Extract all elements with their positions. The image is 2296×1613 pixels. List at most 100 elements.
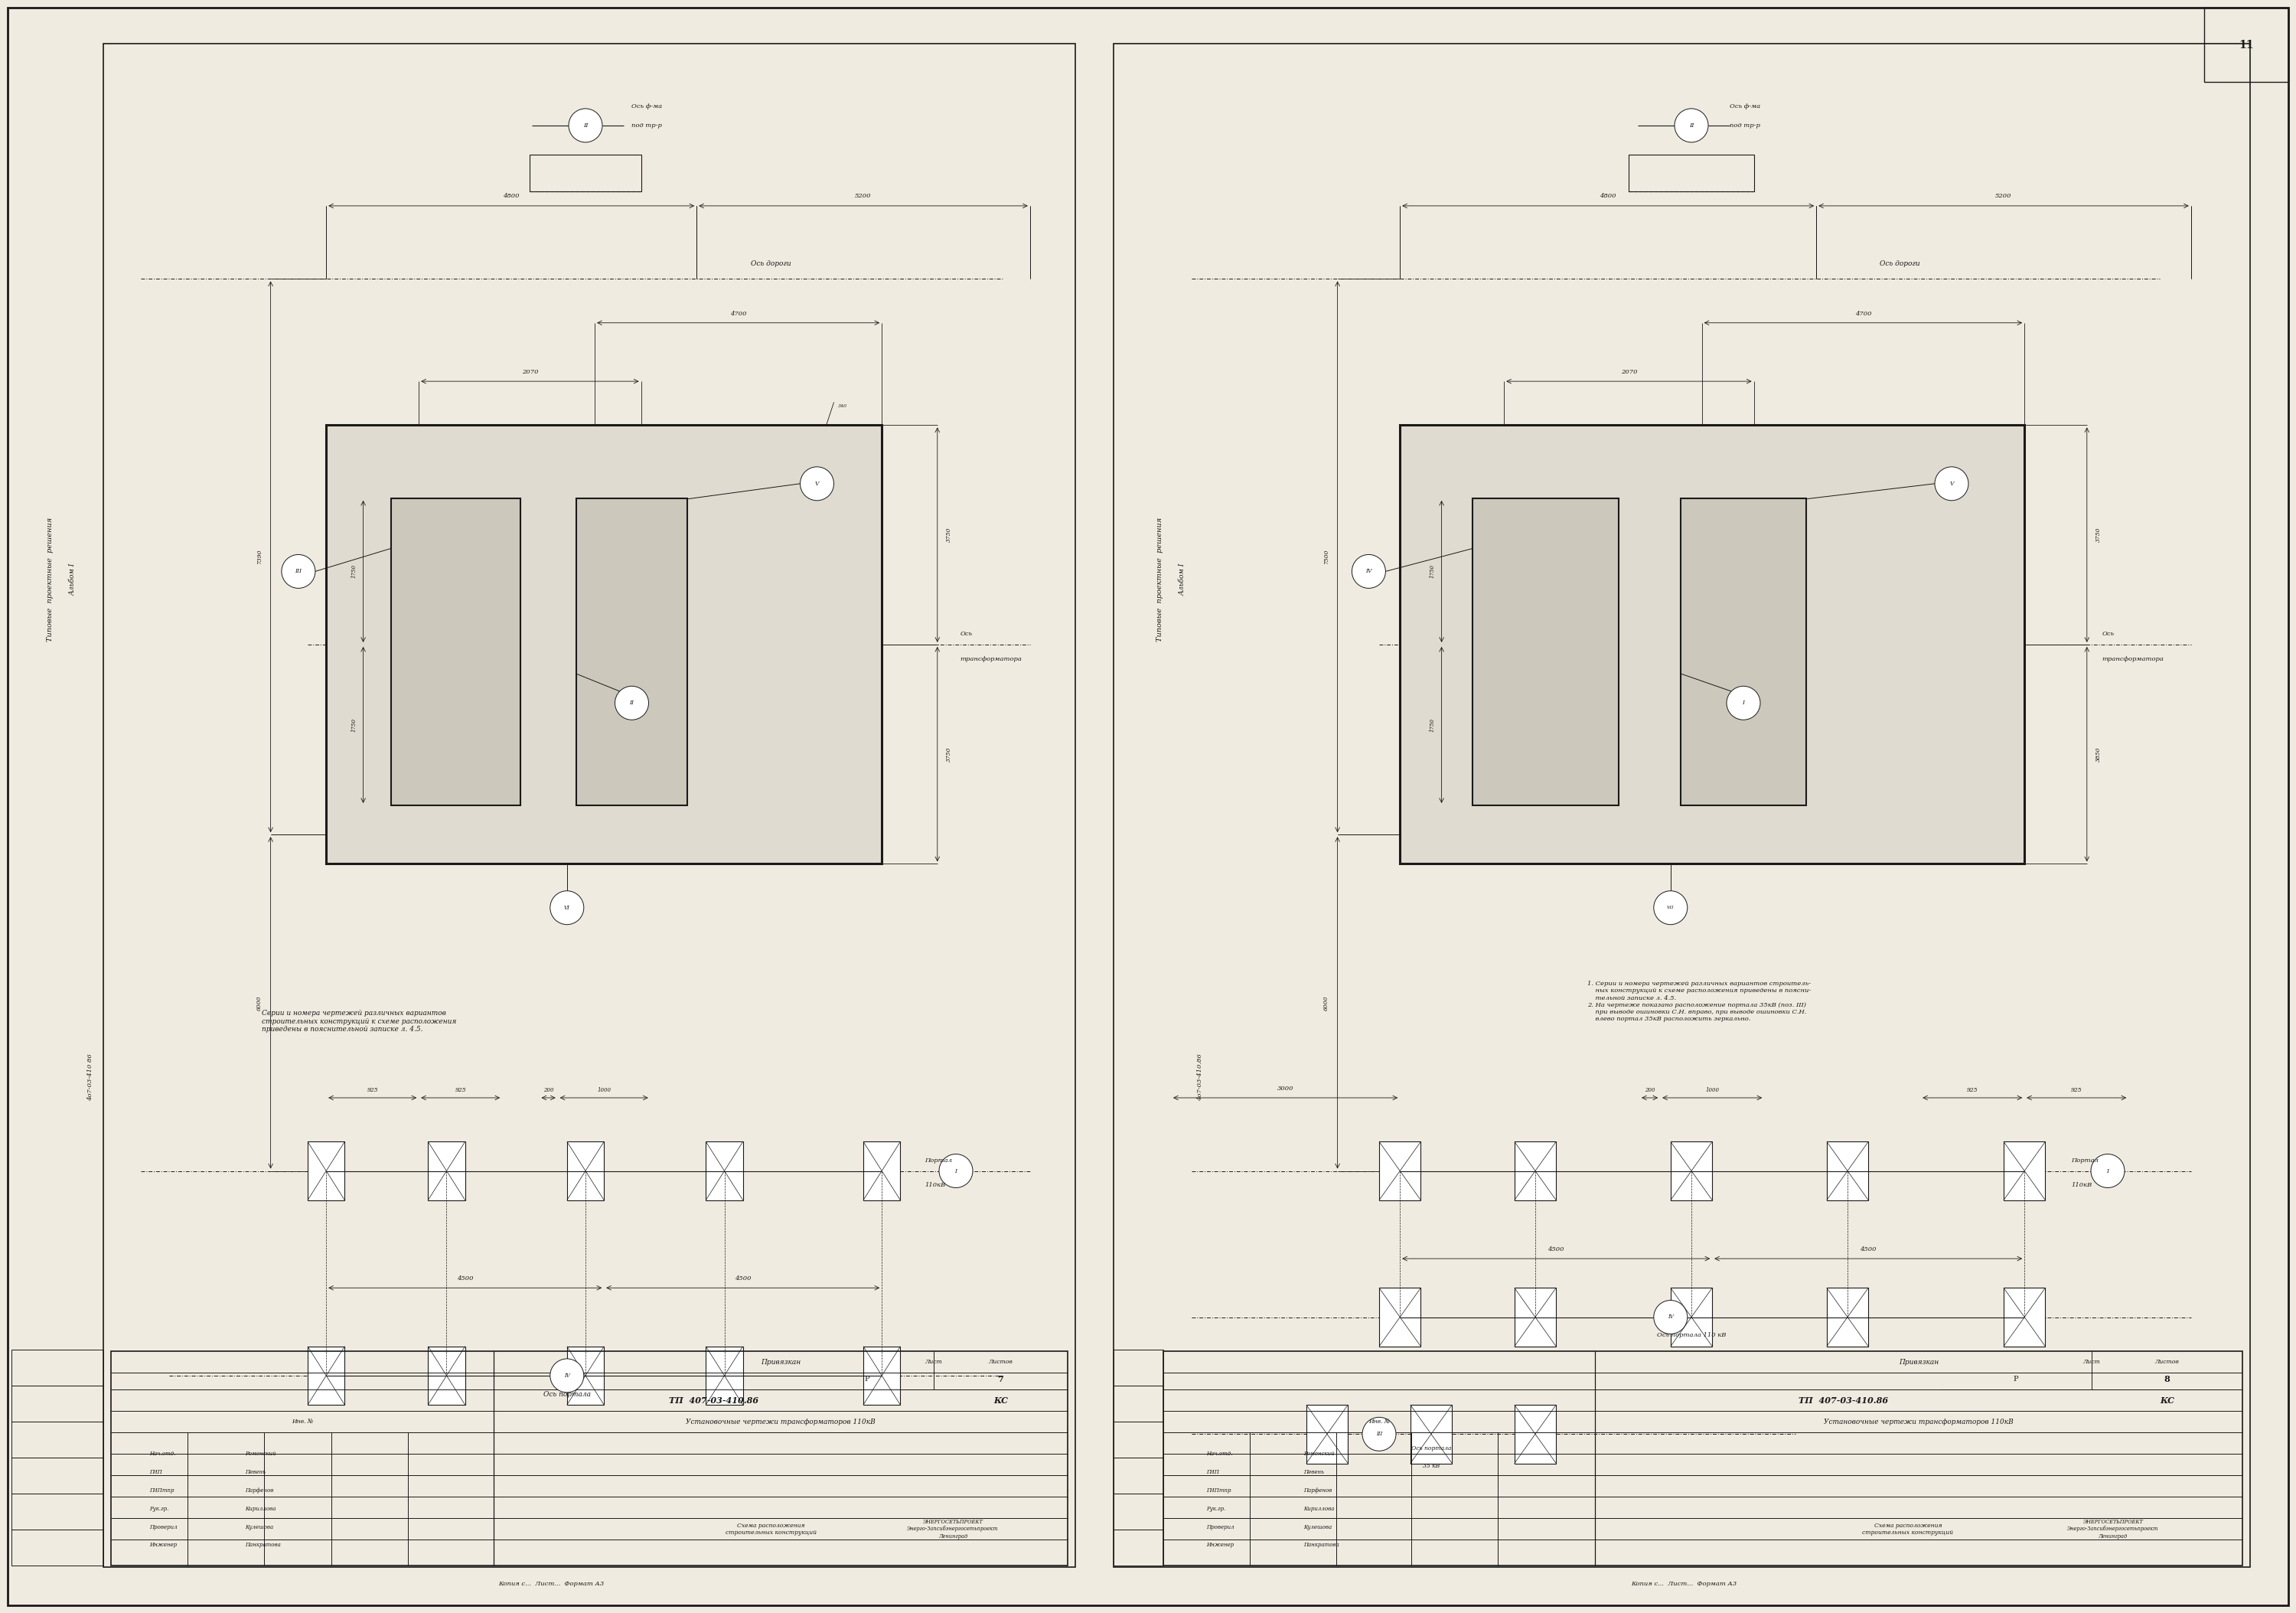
Text: Нач.отд.: Нач.отд. [149, 1452, 174, 1457]
Circle shape [1362, 1418, 1396, 1452]
Bar [11, 1386, 103, 1421]
Bar [1628, 155, 1754, 192]
Text: IV: IV [565, 1373, 569, 1379]
Bar [11, 1350, 103, 1386]
Circle shape [1936, 466, 1968, 500]
Bar [427, 1142, 466, 1200]
Text: 5200: 5200 [854, 194, 872, 198]
Text: Ось ф-ма: Ось ф-ма [1729, 103, 1761, 110]
Bar [1515, 1142, 1557, 1200]
Text: ГИП: ГИП [1205, 1469, 1219, 1476]
Bar [567, 1347, 604, 1405]
Text: II: II [629, 700, 634, 706]
Text: Лист: Лист [2082, 1358, 2101, 1365]
Text: 4800: 4800 [1600, 194, 1616, 198]
Text: Кириллова: Кириллова [246, 1505, 276, 1511]
Text: 1750: 1750 [1430, 565, 1435, 579]
Text: Серии и номера чертежей различных вариантов
строительных конструкций к схеме рас: Серии и номера чертежей различных вариан… [262, 1010, 457, 1032]
Text: Копия с...  Лист...  Формат А3: Копия с... Лист... Формат А3 [1630, 1581, 1736, 1587]
Text: Инженер: Инженер [149, 1542, 177, 1548]
Text: Альбом I: Альбом I [1180, 563, 1185, 595]
Circle shape [1653, 1300, 1688, 1334]
Text: Панкратова: Панкратова [246, 1542, 280, 1548]
Text: Парфенов: Парфенов [246, 1487, 273, 1494]
Bar [326, 426, 882, 865]
Text: Певень: Певень [1304, 1469, 1325, 1476]
Text: ТП  407-03-410.86: ТП 407-03-410.86 [668, 1397, 758, 1405]
Text: Привязкан: Привязкан [1899, 1358, 1938, 1365]
Text: II: II [583, 123, 588, 129]
Circle shape [2092, 1153, 2124, 1187]
Circle shape [1352, 555, 1384, 589]
Text: ЭНЕРГОСЕТЬПРОЕКТ
Энерго-Запсибэнергосетьпроект
Ленинград: ЭНЕРГОСЕТЬПРОЕКТ Энерго-Запсибэнергосеть… [907, 1519, 999, 1539]
Text: Ось дороги: Ось дороги [751, 261, 790, 268]
Circle shape [1727, 686, 1761, 719]
Text: 11: 11 [2239, 40, 2255, 50]
Circle shape [551, 890, 583, 924]
Text: Проверил: Проверил [149, 1524, 177, 1531]
Text: Кулешова: Кулешова [246, 1524, 273, 1531]
Text: 200: 200 [1644, 1087, 1655, 1094]
Bar [705, 1142, 744, 1200]
Bar [2204, 8, 2289, 82]
Bar [1681, 498, 1807, 805]
Text: 1750: 1750 [351, 718, 358, 732]
Bar [863, 1142, 900, 1200]
Circle shape [615, 686, 650, 719]
Text: 1000: 1000 [1706, 1087, 1720, 1094]
Text: ТП  407-03-410.86: ТП 407-03-410.86 [1798, 1397, 1887, 1405]
Text: 4700: 4700 [730, 311, 746, 316]
Text: под тр-р: под тр-р [1729, 123, 1761, 129]
Text: Р: Р [863, 1376, 870, 1382]
Bar [2004, 1142, 2046, 1200]
Text: 4о7-03-410.86: 4о7-03-410.86 [1196, 1053, 1203, 1100]
Bar [1410, 1405, 1451, 1463]
Text: II: II [1690, 123, 1694, 129]
Bar [11, 1494, 103, 1529]
Circle shape [569, 108, 602, 142]
Text: 4700: 4700 [1855, 311, 1871, 316]
Bar [1671, 1287, 1713, 1347]
Bar [1306, 1405, 1348, 1463]
Text: КС: КС [994, 1397, 1008, 1405]
Circle shape [282, 555, 315, 589]
Circle shape [939, 1153, 974, 1187]
Text: ГИПтпр: ГИПтпр [149, 1487, 174, 1494]
Text: V: V [815, 481, 820, 487]
Bar [1114, 1529, 1164, 1566]
Bar [2004, 1287, 2046, 1347]
Text: Листов: Листов [2154, 1358, 2179, 1365]
Text: III: III [294, 568, 301, 574]
Text: III: III [1375, 1431, 1382, 1437]
Text: Рук.гр.: Рук.гр. [149, 1505, 168, 1511]
Bar [110, 1352, 1068, 1566]
Text: Нач.отд.: Нач.отд. [1205, 1452, 1233, 1457]
Text: 925: 925 [1968, 1087, 1979, 1094]
Text: Ось портала: Ось портала [544, 1390, 590, 1398]
Text: Роменский: Роменский [1304, 1452, 1334, 1457]
Text: Инв. №: Инв. № [1368, 1419, 1389, 1424]
Circle shape [1674, 108, 1708, 142]
Circle shape [799, 466, 833, 500]
Text: 3750: 3750 [2096, 527, 2101, 542]
Text: I: I [1743, 700, 1745, 706]
Bar [11, 1458, 103, 1494]
Text: Ось: Ось [2103, 631, 2115, 637]
Text: 4500: 4500 [1548, 1247, 1564, 1253]
Bar [308, 1142, 344, 1200]
Text: Инженер: Инженер [1205, 1542, 1235, 1548]
Text: Певень: Певень [246, 1469, 266, 1476]
Text: Р: Р [2014, 1376, 2018, 1382]
Text: 3750: 3750 [946, 527, 953, 542]
Text: 1750: 1750 [351, 565, 358, 579]
Text: Установочные чертежи трансформаторов 110кВ: Установочные чертежи трансформаторов 110… [1823, 1418, 2014, 1426]
Text: 1750: 1750 [1430, 718, 1435, 732]
Text: 5200: 5200 [1995, 194, 2011, 198]
Text: Лист: Лист [925, 1358, 941, 1365]
Text: 4500: 4500 [735, 1276, 751, 1282]
Text: Ось дороги: Ось дороги [1880, 261, 1919, 268]
Bar [530, 155, 641, 192]
Text: 2070: 2070 [521, 369, 537, 376]
Bar [1515, 1287, 1557, 1347]
Text: Роменский: Роменский [246, 1452, 276, 1457]
